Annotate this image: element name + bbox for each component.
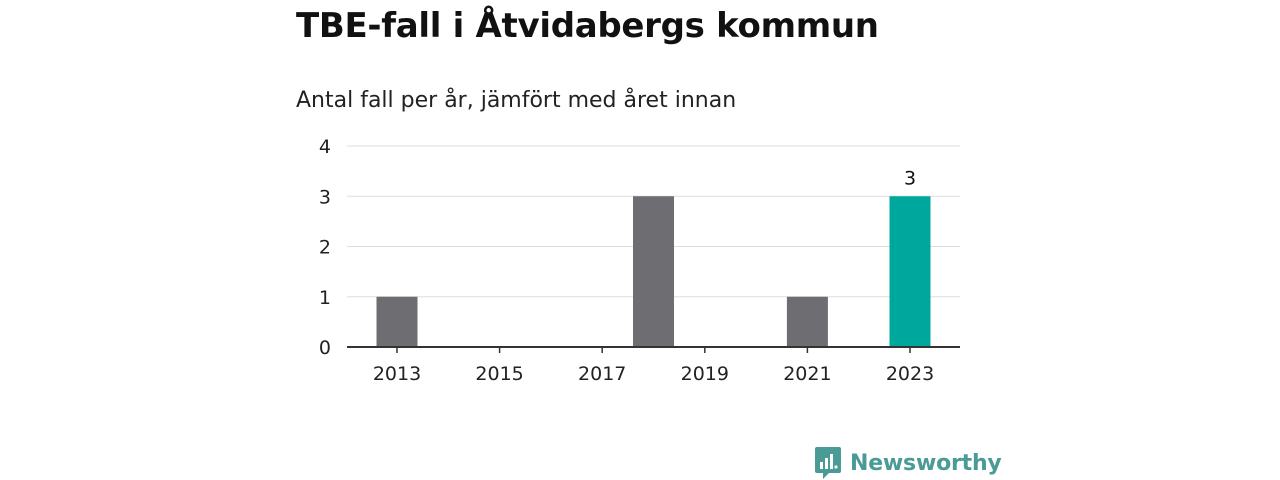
y-tick-label: 4 <box>319 136 331 158</box>
x-tick-label: 2019 <box>681 363 729 385</box>
y-tick-label: 3 <box>319 186 331 208</box>
x-tick-label: 2015 <box>475 363 523 385</box>
x-tick-label: 2021 <box>783 363 831 385</box>
brand-name: Newsworthy <box>850 450 1002 476</box>
y-tick-label: 0 <box>319 337 331 359</box>
brand-logo: Newsworthy <box>814 446 1002 480</box>
bar-2018 <box>633 196 674 347</box>
bar-2023 <box>889 196 931 347</box>
x-tick-label: 2013 <box>373 363 421 385</box>
bar-2021 <box>786 296 828 347</box>
y-tick-label: 2 <box>319 237 331 259</box>
chart-title: TBE-fall i Åtvidabergs kommun <box>296 6 879 46</box>
bar-2013 <box>376 296 418 347</box>
x-tick-label: 2017 <box>578 363 626 385</box>
x-tick-label: 2023 <box>886 363 934 385</box>
chart-subtitle: Antal fall per år, jämfört med året inna… <box>296 88 737 113</box>
y-tick-label: 1 <box>319 287 331 309</box>
data-label-2023: 3 <box>904 167 916 189</box>
newsworthy-logo-icon <box>815 447 841 479</box>
